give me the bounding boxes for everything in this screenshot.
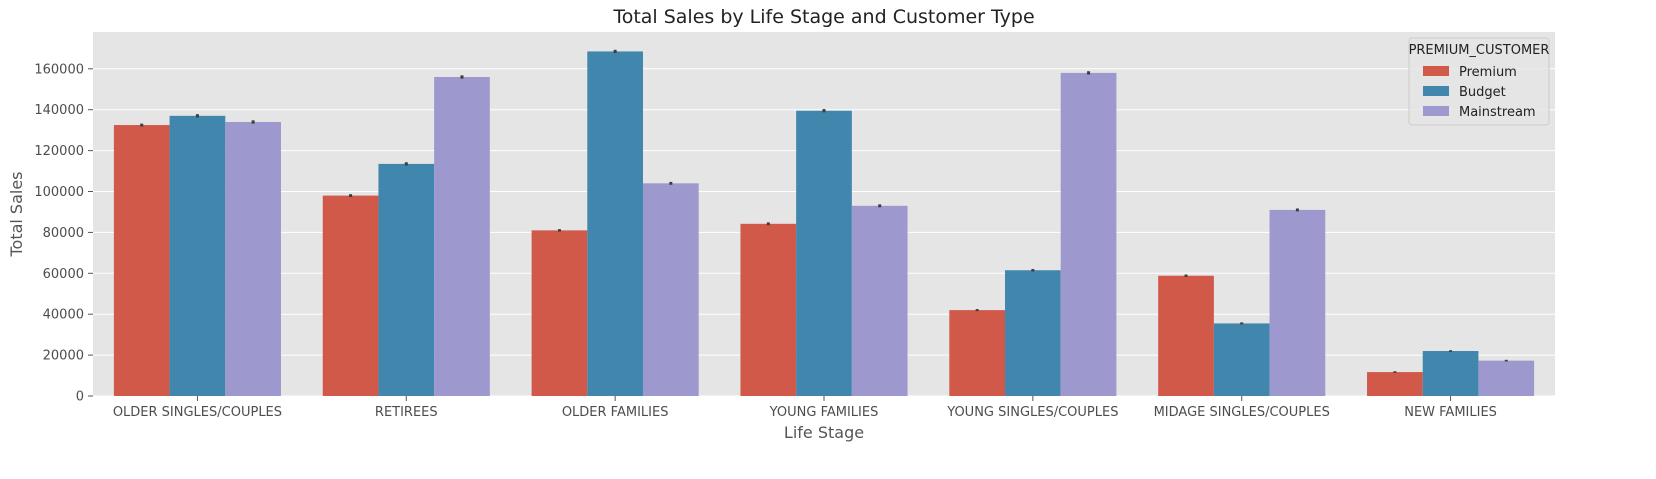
bar-mainstream-6: [1478, 360, 1535, 396]
bar-premium-6: [1367, 372, 1423, 396]
x-axis-ticks: OLDER SINGLES/COUPLES RETIREES OLDER FAMIL…: [113, 396, 1497, 420]
y-tick-label: 140000: [34, 103, 84, 118]
bar-budget-4: [1005, 270, 1061, 396]
legend-label-premium: Premium: [1459, 65, 1517, 80]
legend-label-mainstream: Mainstream: [1459, 105, 1536, 120]
bar-mainstream-5: [1269, 209, 1326, 396]
legend-label-budget: Budget: [1459, 85, 1506, 100]
bar-budget-2: [587, 51, 643, 396]
bar-mainstream-4: [1060, 72, 1117, 397]
legend-items: Premium Budget Mainstream: [1423, 65, 1536, 120]
bar-premium-1: [322, 195, 379, 396]
legend-swatch-premium: [1423, 66, 1449, 76]
legend-box: [1408, 37, 1550, 126]
x-tick-label: YOUNG FAMILIES: [769, 405, 879, 420]
y-tick-label: 160000: [34, 62, 84, 77]
y-tick-label: 100000: [34, 185, 84, 200]
y-axis-title: Total Sales: [7, 171, 26, 257]
legend-swatch-budget: [1423, 86, 1449, 96]
bar-budget-3: [796, 110, 852, 396]
error-bars: [140, 49, 1508, 373]
y-tick-label: 40000: [43, 308, 84, 323]
bar-budget-0: [169, 115, 226, 396]
bar-budget-1: [378, 163, 435, 396]
legend-title: PREMIUM_CUSTOMER: [1409, 43, 1550, 58]
legend-swatch-mainstream: [1423, 106, 1449, 116]
y-axis-ticks: 0 20000 40000 60000 80000 100000 120000 140000 1…: [34, 62, 93, 405]
x-tick-label: OLDER SINGLES/COUPLES: [113, 405, 282, 420]
bar-premium-3: [740, 223, 797, 396]
y-tick-label: 20000: [43, 349, 84, 364]
bar-premium-4: [949, 310, 1006, 396]
bar-mainstream-2: [642, 183, 699, 396]
x-tick-label: OLDER FAMILIES: [562, 405, 669, 420]
bar-budget-5: [1213, 323, 1270, 396]
x-tick-label: YOUNG SINGLES/COUPLES: [946, 405, 1118, 420]
legend: PREMIUM_CUSTOMER Premium Budget Mainstream: [1408, 37, 1550, 126]
bar-premium-5: [1158, 275, 1214, 396]
chart-title: Total Sales by Life Stage and Customer T…: [612, 6, 1034, 28]
y-tick-label: 60000: [43, 267, 84, 282]
x-axis-title: Life Stage: [784, 423, 864, 442]
x-tick-label: NEW FAMILIES: [1404, 405, 1497, 420]
x-tick-label: MIDAGE SINGLES/COUPLES: [1154, 405, 1330, 420]
bar-premium-2: [531, 230, 588, 396]
bar-premium-0: [113, 125, 170, 396]
y-tick-label: 120000: [34, 144, 84, 159]
x-tick-label: RETIREES: [375, 405, 438, 420]
bar-budget-6: [1422, 351, 1479, 396]
bar-mainstream-3: [851, 205, 908, 396]
bar-mainstream-1: [434, 76, 490, 396]
bars: [113, 51, 1535, 397]
bar-mainstream-0: [225, 121, 281, 396]
y-tick-label: 0: [76, 390, 84, 405]
y-tick-label: 80000: [43, 226, 84, 241]
